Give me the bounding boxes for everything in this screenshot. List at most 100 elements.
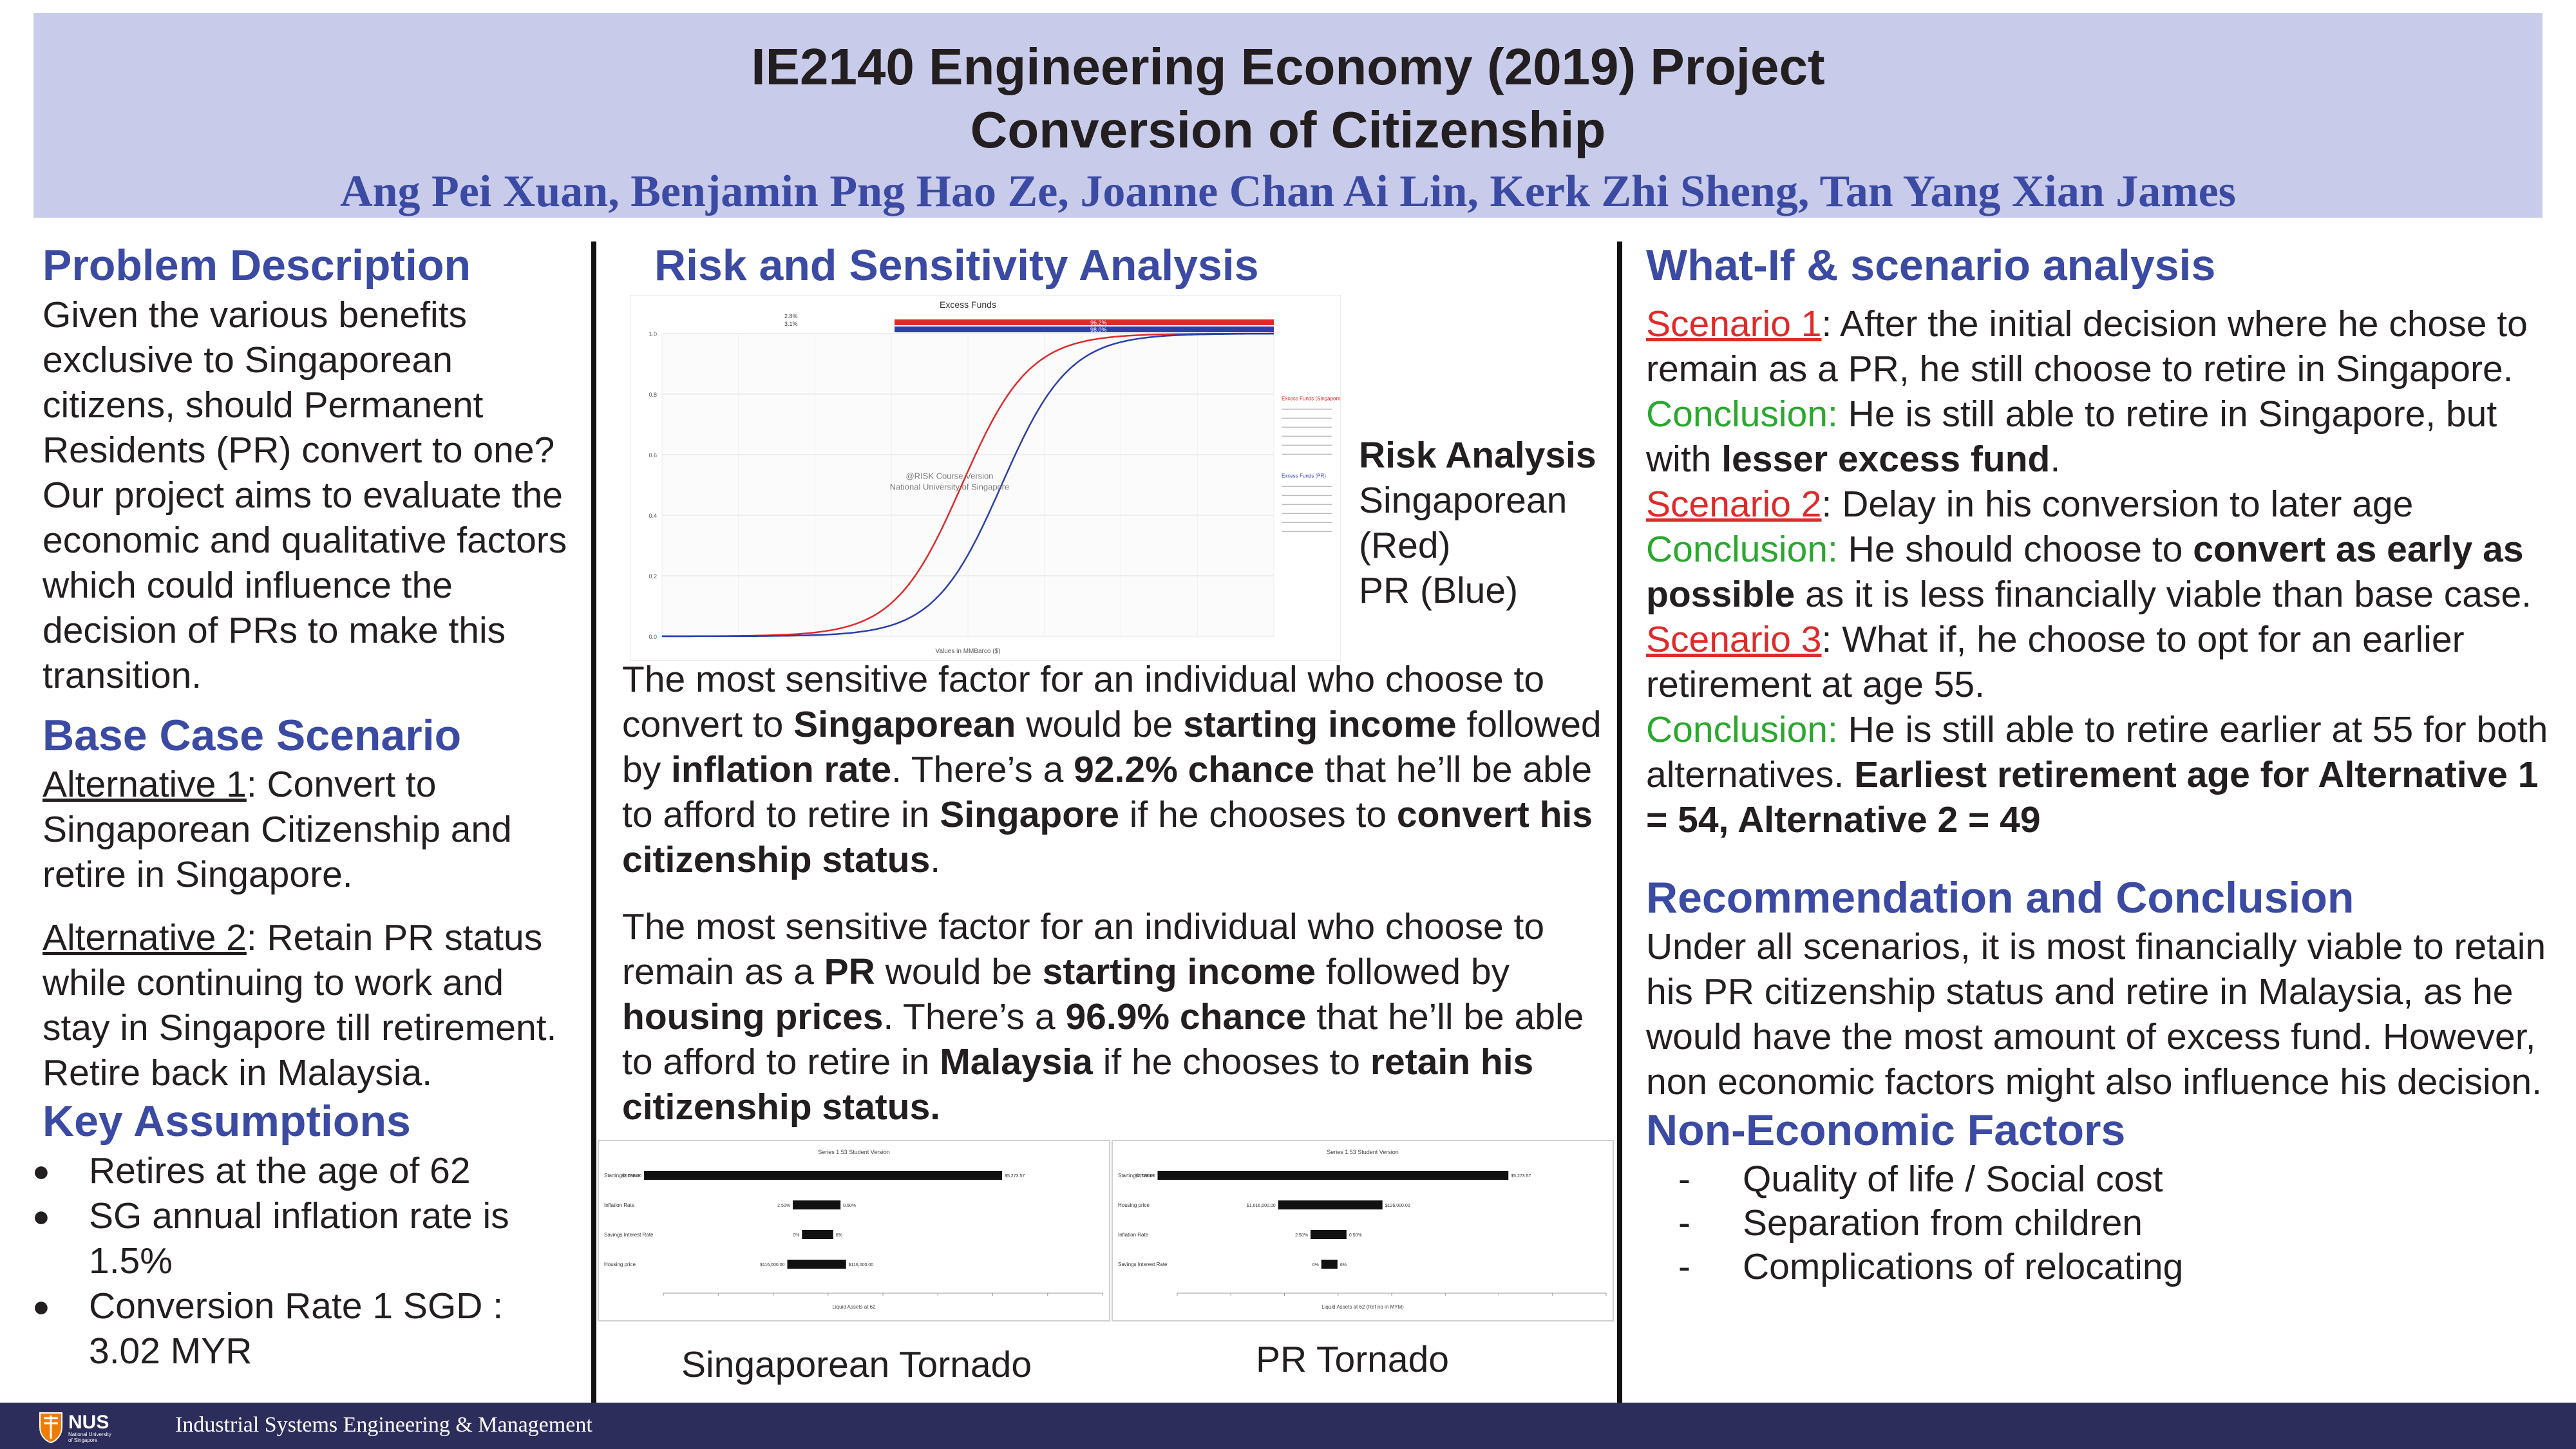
base-case-heading: Base Case Scenario <box>43 710 462 760</box>
non-economic-heading: Non-Economic Factors <box>1646 1106 2126 1155</box>
conclusion-1-bold: lesser excess fund <box>1721 438 2050 480</box>
conclusion-1-text: . <box>2050 438 2061 480</box>
p1-bold: 92.2% chance <box>1074 749 1315 790</box>
poster-subtitle: Conversion of Citizenship <box>970 101 1606 158</box>
nus-logo-text: NUS <box>68 1412 109 1433</box>
risk-legend: Risk Analysis Singaporean (Red) PR (Blue… <box>1359 433 1616 613</box>
tornado-low-label: 0% <box>1312 1263 1319 1267</box>
p2-text: would be <box>875 951 1043 992</box>
tornado-category-label: Starting Income <box>604 1173 641 1179</box>
scenario-1-label: Scenario 1 <box>1646 303 1822 345</box>
assumption-item: Retires at the age of 62 <box>32 1148 577 1193</box>
tornado-bar <box>1310 1230 1347 1239</box>
tornado-title: Series 1.53 Student Version <box>818 1149 890 1155</box>
cdf-legend-entry: Excess Funds (PR) <box>1282 473 1326 478</box>
left-column: Problem Description Given the various be… <box>32 240 577 1374</box>
conclusion-3: Conclusion: He is still able to retire e… <box>1646 707 2561 842</box>
cdf-tick-label: 0.8 <box>649 392 657 398</box>
recommendation-heading: Recommendation and Conclusion <box>1646 873 2354 922</box>
tornado-bar <box>793 1200 841 1209</box>
cdf-band-label: 98.0% <box>1090 327 1107 333</box>
tornado-low-label: 0% <box>793 1233 799 1238</box>
nus-shield-mark <box>44 1416 58 1439</box>
tornado-bar <box>1157 1171 1509 1180</box>
risk-cdf-chart: Excess Funds 0.0 0.2 0.4 0.6 0.8 1.0 2.8% 3.1% 96… <box>629 294 1349 661</box>
p1-text: . <box>930 839 941 880</box>
tornado-category-label: Housing price <box>604 1262 636 1267</box>
tornado-low-label: $116,000.00 <box>760 1263 785 1267</box>
conclusion-3-bold: Earliest retirement age for Alternative … <box>1646 753 2539 840</box>
alternative-2-text: : Retain PR status while continuing to w… <box>43 917 557 1094</box>
cdf-watermark: National University of Singapore <box>890 482 1010 492</box>
tornado-xlabel: Liquid Assets at 62 <box>832 1304 876 1310</box>
cdf-series-pr <box>662 332 1274 638</box>
p2-text: if he chooses to <box>1092 1041 1370 1083</box>
p1-text: would be <box>1016 704 1184 745</box>
cdf-band-pr <box>895 327 1274 332</box>
pr-tornado-chart: Series 1.53 Student Version Starting Inco… <box>1112 1140 1614 1321</box>
tornado-sg-svg: Series 1.53 Student Version Starting Inco… <box>604 1149 1103 1310</box>
p1-bold: inflation rate <box>671 749 892 790</box>
p1-text: followed by <box>622 704 1602 790</box>
tornado-high-label: $5,273.57 <box>1005 1174 1025 1179</box>
cdf-tick-label: 0.6 <box>649 452 657 459</box>
tornado-low-label: $2,788.00 <box>621 1174 641 1179</box>
conclusion-2-text: as it is less financially viable than ba… <box>1795 573 2532 615</box>
p1-text: The most sensitive factor for an individ… <box>622 659 1545 745</box>
whatif-heading: What-If & scenario analysis <box>1646 241 2216 290</box>
p1-text: that he’ll be able to afford to retire i… <box>622 749 1593 835</box>
tornado-pr-svg: Series 1.53 Student Version Starting Inco… <box>1118 1149 1607 1310</box>
cdf-title: Excess Funds <box>940 299 996 310</box>
tornado-high-label: $116,000.00 <box>849 1263 874 1267</box>
p2-bold: retain his citizenship status. <box>622 1041 1534 1128</box>
p2-text: The most sensitive factor for an individ… <box>622 906 1545 992</box>
alternative-1: Alternative 1: Convert to Singaporean Ci… <box>43 762 577 897</box>
conclusion-label: Conclusion: <box>1646 708 1838 750</box>
tornado-xlabel: Liquid Assets at 62 (Ref no in MYM) <box>1321 1304 1404 1310</box>
assumptions-heading: Key Assumptions <box>43 1097 411 1146</box>
scenario-2-label: Scenario 2 <box>1646 483 1822 525</box>
tornado-low-label: 2.50% <box>777 1204 790 1208</box>
non-economic-item: Separation from children <box>1646 1201 2561 1245</box>
tornado-bar <box>644 1171 1003 1180</box>
scenario-1-text: : After the initial decision where he ch… <box>1646 303 2528 390</box>
cdf-tick-label: 0.4 <box>649 513 657 519</box>
tornado-high-label: 0.50% <box>843 1204 856 1208</box>
cdf-legend-entry: Excess Funds (Singaporean) <box>1282 395 1341 401</box>
caption-pr-tornado: PR Tornado <box>1256 1339 1449 1380</box>
p2-bold: starting income <box>1042 951 1316 992</box>
tornado-high-label: $126,000.00 <box>1385 1204 1410 1208</box>
conclusion-label: Conclusion: <box>1646 528 1838 570</box>
p1-bold: starting income <box>1183 704 1457 745</box>
problem-text: Given the various benefits exclusive to … <box>43 294 567 696</box>
sensitivity-paragraph-2: The most sensitive factor for an individ… <box>622 904 1614 1130</box>
tornado-bar <box>802 1230 833 1239</box>
cdf-svg: Excess Funds 0.0 0.2 0.4 0.6 0.8 1.0 2.8% 3.1% 96… <box>629 294 1349 661</box>
tornado-high-label: 0.50% <box>1349 1233 1362 1238</box>
alternative-1-label: Alternative 1 <box>43 764 247 806</box>
risk-heading: Risk and Sensitivity Analysis <box>654 241 1259 290</box>
tornado-bar <box>787 1260 846 1269</box>
p1-bold: Singaporean <box>793 704 1016 745</box>
p2-bold: PR <box>824 951 875 992</box>
conclusion-2: Conclusion: He should choose to convert … <box>1646 527 2561 617</box>
tornado-category-label: Inflation Rate <box>1118 1232 1149 1238</box>
column-divider-right <box>1617 242 1622 1410</box>
p2-text: followed by <box>1316 951 1510 992</box>
problem-heading: Problem Description <box>43 241 471 290</box>
nus-logo-sub2: of Singapore <box>68 1437 98 1443</box>
sensitivity-paragraph-1: The most sensitive factor for an individ… <box>622 657 1614 882</box>
non-economic-item: Quality of life / Social cost <box>1646 1157 2561 1201</box>
cdf-band-sg <box>895 319 1274 325</box>
risk-legend-line1: Singaporean <box>1359 480 1567 521</box>
poster-title: IE2140 Engineering Economy (2019) Projec… <box>751 38 1825 95</box>
tornado-category-label: Housing price <box>1118 1202 1150 1208</box>
tornado-category-label: Savings Interest Rate <box>604 1232 654 1238</box>
right-column: What-If & scenario analysis Scenario 1: … <box>1646 240 2561 1289</box>
risk-legend-line2: (Red) <box>1359 525 1451 566</box>
non-economic-item: Complications of relocating <box>1646 1245 2561 1289</box>
non-economic-list: Quality of life / Social cost Separation… <box>1646 1157 2561 1289</box>
cdf-band-label: 96.2% <box>1090 319 1107 326</box>
assumption-item: SG annual inflation rate is 1.5% <box>32 1193 577 1283</box>
tornado-title: Series 1.53 Student Version <box>1327 1149 1399 1155</box>
